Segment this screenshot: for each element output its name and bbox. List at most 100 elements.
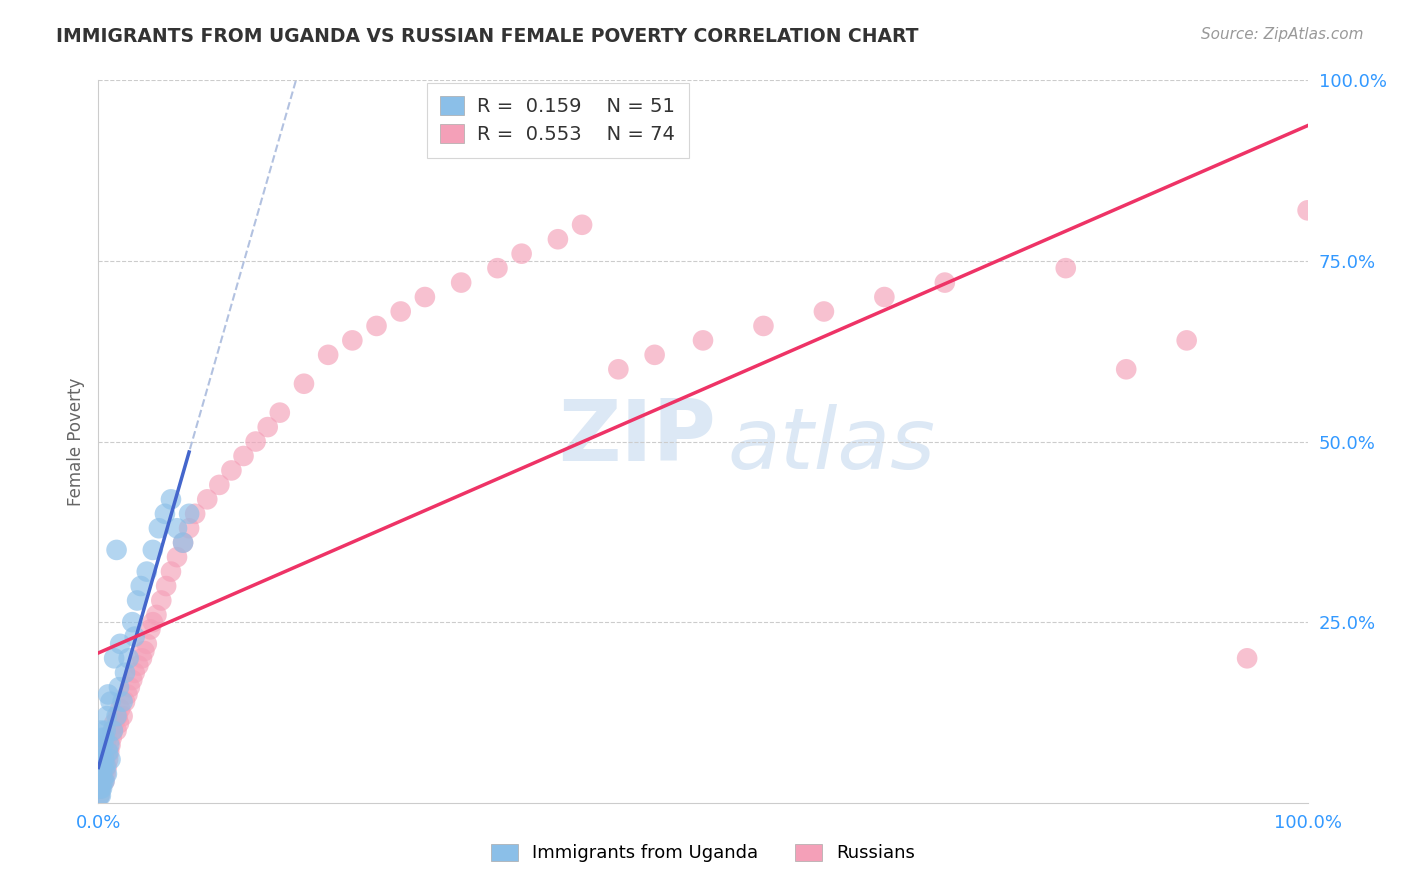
Point	[97, 752, 120, 766]
Point	[94, 723, 117, 738]
Point	[607, 362, 630, 376]
Point	[96, 709, 118, 723]
Point	[89, 781, 111, 796]
Point	[89, 781, 111, 796]
Point	[114, 695, 136, 709]
Point	[121, 615, 143, 630]
Point	[118, 651, 141, 665]
Point	[91, 760, 114, 774]
Point	[571, 218, 593, 232]
Point	[142, 615, 165, 630]
Point	[179, 507, 201, 521]
Point	[752, 318, 775, 333]
Point	[256, 420, 278, 434]
Point	[153, 507, 176, 521]
Text: IMMIGRANTS FROM UGANDA VS RUSSIAN FEMALE POVERTY CORRELATION CHART: IMMIGRANTS FROM UGANDA VS RUSSIAN FEMALE…	[56, 27, 918, 45]
Point	[90, 789, 112, 803]
Point	[172, 535, 194, 549]
Point	[108, 680, 131, 694]
Y-axis label: Female Poverty: Female Poverty	[66, 377, 84, 506]
Point	[108, 716, 131, 731]
Point	[89, 767, 111, 781]
Point	[111, 709, 134, 723]
Point	[89, 774, 111, 789]
Point	[91, 731, 114, 745]
Point	[221, 463, 243, 477]
Point	[208, 478, 231, 492]
Point	[160, 565, 183, 579]
Point	[98, 738, 121, 752]
Text: atlas: atlas	[727, 404, 935, 487]
Point	[184, 507, 207, 521]
Point	[873, 290, 896, 304]
Point	[91, 760, 114, 774]
Point	[96, 731, 118, 745]
Point	[129, 579, 152, 593]
Point	[131, 651, 153, 665]
Point	[97, 745, 120, 759]
Point	[90, 767, 112, 781]
Point	[139, 623, 162, 637]
Point	[96, 767, 118, 781]
Point	[91, 781, 114, 796]
Point	[103, 651, 125, 665]
Point	[127, 658, 149, 673]
Point	[245, 434, 267, 449]
Point	[90, 774, 112, 789]
Point	[91, 752, 114, 766]
Point	[166, 550, 188, 565]
Point	[692, 334, 714, 348]
Point	[486, 261, 509, 276]
Point	[547, 232, 569, 246]
Point	[117, 687, 139, 701]
Point	[93, 745, 115, 759]
Point	[450, 276, 472, 290]
Point	[1236, 651, 1258, 665]
Point	[366, 318, 388, 333]
Point	[103, 716, 125, 731]
Point	[90, 723, 112, 738]
Point	[100, 731, 122, 745]
Point	[94, 760, 117, 774]
Point	[145, 607, 167, 622]
Point	[111, 695, 134, 709]
Point	[91, 767, 114, 781]
Point	[160, 492, 183, 507]
Point	[934, 276, 956, 290]
Point	[1296, 203, 1319, 218]
Point	[269, 406, 291, 420]
Point	[114, 665, 136, 680]
Point	[155, 579, 177, 593]
Point	[100, 695, 122, 709]
Point	[105, 709, 128, 723]
Point	[124, 665, 146, 680]
Point	[105, 723, 128, 738]
Point	[98, 745, 121, 759]
Point	[93, 731, 115, 745]
Text: ZIP: ZIP	[558, 396, 716, 479]
Point	[89, 789, 111, 803]
Point	[100, 752, 122, 766]
Point	[93, 752, 115, 766]
Point	[105, 542, 128, 557]
Point	[1115, 362, 1137, 376]
Point	[644, 348, 666, 362]
Point	[91, 752, 114, 766]
Point	[118, 680, 141, 694]
Point	[90, 760, 112, 774]
Point	[316, 348, 339, 362]
Point	[1175, 334, 1198, 348]
Point	[101, 723, 124, 738]
Point	[108, 702, 131, 716]
Point	[389, 304, 412, 318]
Point	[134, 644, 156, 658]
Point	[1054, 261, 1077, 276]
Point	[195, 492, 218, 507]
Point	[124, 630, 146, 644]
Point	[135, 565, 157, 579]
Point	[108, 637, 131, 651]
Point	[510, 246, 533, 260]
Point	[292, 376, 315, 391]
Point	[148, 521, 170, 535]
Point	[232, 449, 254, 463]
